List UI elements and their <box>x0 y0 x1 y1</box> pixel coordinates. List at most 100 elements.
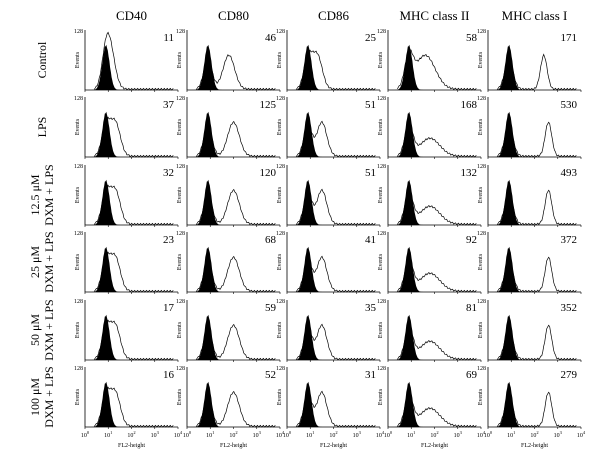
x-tick-base: 10 <box>329 433 335 439</box>
sample-histogram <box>497 189 577 226</box>
mfi-value: 120 <box>260 167 277 179</box>
sample-histogram <box>497 324 577 361</box>
y-axis-label: Events <box>75 388 81 405</box>
x-tick-base: 10 <box>530 433 536 439</box>
x-tick-base: 10 <box>174 433 180 439</box>
x-tick-base: 10 <box>276 433 282 439</box>
x-tick-label: 101 <box>104 430 112 439</box>
mfi-value: 372 <box>561 234 578 246</box>
column-header: MHC class II <box>399 8 469 23</box>
y-max-label: 128 <box>377 231 386 237</box>
y-max-label: 128 <box>276 96 285 102</box>
x-tick-base: 10 <box>477 433 483 439</box>
control-histogram <box>293 314 325 360</box>
sample-histogram <box>94 251 174 293</box>
sample-histogram <box>296 120 376 158</box>
control-histogram <box>394 381 426 427</box>
x-tick-exponent: 2 <box>536 430 538 435</box>
mfi-value: 530 <box>561 99 578 111</box>
x-tick-exponent: 0 <box>189 430 192 435</box>
column-header: CD86 <box>318 8 350 23</box>
y-max-label: 128 <box>74 299 83 305</box>
y-max-label: 128 <box>276 29 285 35</box>
control-histogram <box>293 246 325 292</box>
y-max-label: 128 <box>276 366 285 372</box>
x-tick-label: 104 <box>577 430 586 439</box>
control-histogram <box>394 111 426 157</box>
sample-histogram <box>196 188 276 226</box>
x-tick-label: 104 <box>276 430 285 439</box>
row-label-line: 25 μM <box>28 246 42 278</box>
control-histogram <box>494 381 526 427</box>
mfi-value: 279 <box>561 369 578 381</box>
sample-histogram <box>397 49 477 91</box>
y-max-label: 128 <box>477 164 486 170</box>
mfi-value: 35 <box>365 302 377 314</box>
row-label: 50 μM DXM + LPS <box>28 299 56 360</box>
row-label-line: Control <box>35 41 49 78</box>
mfi-value: 493 <box>561 167 578 179</box>
x-tick-exponent: 1 <box>513 430 515 435</box>
y-max-label: 128 <box>176 299 185 305</box>
row-label-line: 50 μM <box>28 314 42 346</box>
y-max-label: 128 <box>176 96 185 102</box>
x-tick-base: 10 <box>577 433 583 439</box>
x-tick-label: 103 <box>151 430 160 439</box>
x-axis-label: FL2-height <box>118 443 145 449</box>
mfi-value: 16 <box>163 369 175 381</box>
x-tick-base: 10 <box>253 433 259 439</box>
row-label-line: DXM + LPS <box>42 231 56 292</box>
y-axis-label: Events <box>478 186 484 203</box>
control-histogram <box>293 179 325 225</box>
column-header: MHC class I <box>502 8 568 23</box>
control-histogram <box>394 314 426 360</box>
mfi-value: 68 <box>265 234 277 246</box>
column-header: CD40 <box>116 8 147 23</box>
x-tick-base: 10 <box>430 433 436 439</box>
x-tick-exponent: 3 <box>359 430 362 435</box>
y-max-label: 128 <box>276 164 285 170</box>
x-tick-label: 103 <box>253 430 262 439</box>
x-tick-exponent: 0 <box>490 430 493 435</box>
y-max-label: 128 <box>74 96 83 102</box>
mfi-value: 31 <box>365 369 376 381</box>
x-tick-base: 10 <box>353 433 359 439</box>
control-histogram <box>91 179 123 225</box>
control-histogram <box>494 111 526 157</box>
y-axis-label: Events <box>478 388 484 405</box>
sample-histogram <box>94 184 174 226</box>
y-max-label: 128 <box>176 366 185 372</box>
x-tick-exponent: 2 <box>235 430 237 435</box>
y-axis-label: Events <box>277 51 283 68</box>
control-histogram <box>193 179 225 225</box>
mfi-value: 81 <box>466 302 477 314</box>
y-axis-label: Events <box>277 321 283 338</box>
mfi-value: 58 <box>466 32 478 44</box>
sample-histogram <box>296 390 376 428</box>
sample-histogram <box>397 123 477 158</box>
x-tick-label: 102 <box>530 430 538 439</box>
control-histogram <box>394 246 426 292</box>
mfi-value: 125 <box>260 99 277 111</box>
x-tick-label: 101 <box>306 430 314 439</box>
x-tick-label: 103 <box>554 430 563 439</box>
x-tick-base: 10 <box>283 433 289 439</box>
y-max-label: 128 <box>74 231 83 237</box>
x-tick-label: 102 <box>329 430 337 439</box>
y-max-label: 128 <box>74 366 83 372</box>
x-tick-base: 10 <box>484 433 490 439</box>
x-tick-base: 10 <box>183 433 189 439</box>
row-label: Control <box>35 41 49 78</box>
x-tick-base: 10 <box>151 433 157 439</box>
y-axis-label: Events <box>75 186 81 203</box>
sample-histogram <box>497 391 577 428</box>
mfi-value: 51 <box>365 99 376 111</box>
row-label-line: DXM + LPS <box>42 299 56 360</box>
x-tick-exponent: 4 <box>583 430 586 435</box>
mfi-value: 171 <box>561 32 578 44</box>
y-max-label: 128 <box>377 366 386 372</box>
control-histogram <box>494 179 526 225</box>
mfi-value: 132 <box>461 167 478 179</box>
control-histogram <box>91 381 123 427</box>
y-axis-label: Events <box>177 186 183 203</box>
